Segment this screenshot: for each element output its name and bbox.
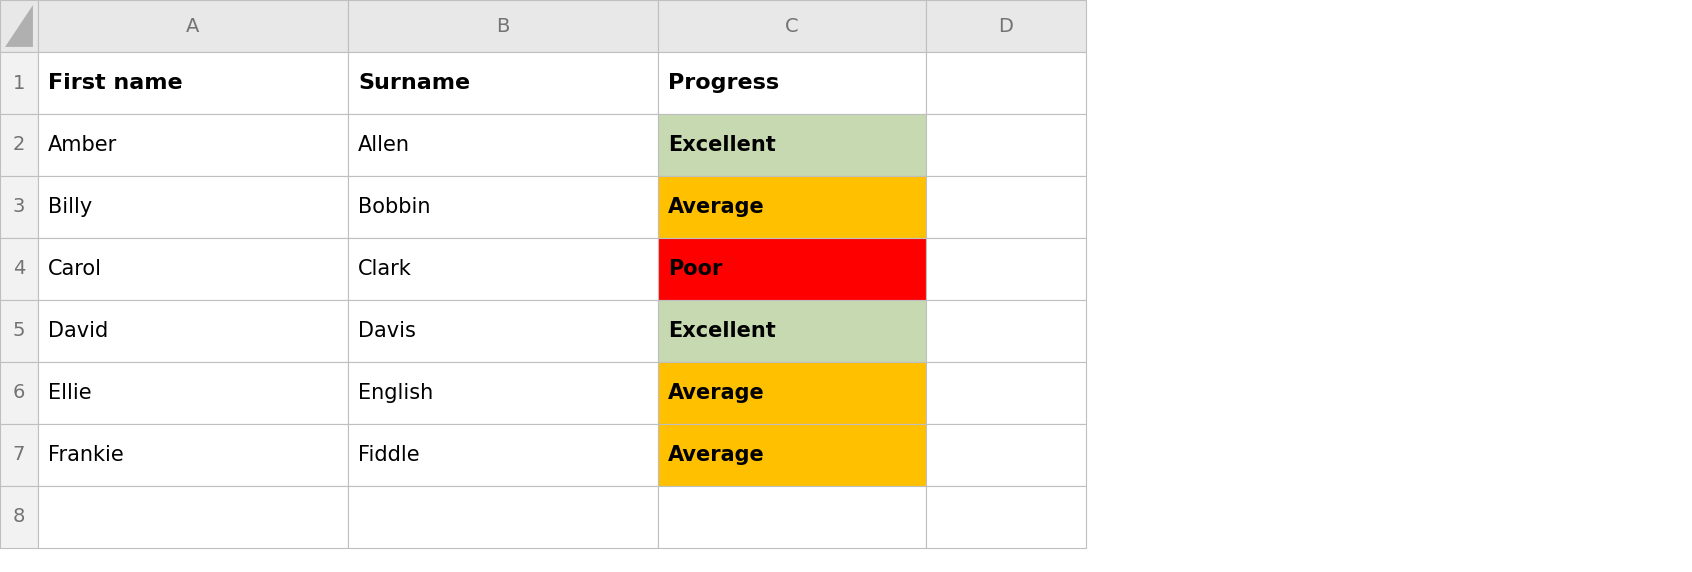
Bar bbox=[658, 362, 926, 424]
Bar bbox=[926, 114, 1086, 176]
Bar bbox=[926, 362, 1086, 424]
Bar bbox=[926, 486, 1086, 548]
Text: Poor: Poor bbox=[668, 259, 722, 279]
Bar bbox=[658, 176, 926, 238]
Bar bbox=[0, 300, 37, 362]
Text: Bobbin: Bobbin bbox=[359, 197, 430, 217]
Bar bbox=[658, 52, 926, 114]
Bar bbox=[0, 176, 37, 238]
Bar bbox=[658, 238, 926, 300]
Bar bbox=[37, 486, 349, 548]
Text: 2: 2 bbox=[14, 136, 25, 154]
Bar bbox=[926, 176, 1086, 238]
Text: Surname: Surname bbox=[359, 73, 470, 93]
Text: Average: Average bbox=[668, 383, 765, 403]
Text: C: C bbox=[785, 17, 799, 35]
Bar bbox=[349, 238, 658, 300]
Bar bbox=[0, 486, 37, 548]
Bar bbox=[349, 424, 658, 486]
Bar bbox=[0, 238, 37, 300]
Text: Clark: Clark bbox=[359, 259, 411, 279]
Bar bbox=[349, 0, 658, 52]
Text: Billy: Billy bbox=[47, 197, 93, 217]
Bar bbox=[658, 300, 926, 362]
Text: Fiddle: Fiddle bbox=[359, 445, 420, 465]
Bar bbox=[658, 486, 926, 548]
Bar bbox=[0, 362, 37, 424]
Text: D: D bbox=[998, 17, 1014, 35]
Bar bbox=[926, 300, 1086, 362]
Bar bbox=[0, 114, 37, 176]
Bar bbox=[0, 0, 37, 52]
Bar bbox=[349, 300, 658, 362]
Bar bbox=[926, 238, 1086, 300]
Text: First name: First name bbox=[47, 73, 183, 93]
Bar bbox=[926, 52, 1086, 114]
Text: Average: Average bbox=[668, 445, 765, 465]
Bar bbox=[349, 52, 658, 114]
Text: 1: 1 bbox=[14, 73, 25, 93]
Bar bbox=[349, 362, 658, 424]
Text: A: A bbox=[186, 17, 200, 35]
Text: Average: Average bbox=[668, 197, 765, 217]
Text: David: David bbox=[47, 321, 108, 341]
Text: Davis: Davis bbox=[359, 321, 416, 341]
Text: Carol: Carol bbox=[47, 259, 102, 279]
Bar bbox=[0, 52, 37, 114]
Bar bbox=[926, 0, 1086, 52]
Text: B: B bbox=[496, 17, 509, 35]
Bar bbox=[349, 114, 658, 176]
Text: 4: 4 bbox=[14, 260, 25, 279]
Text: Ellie: Ellie bbox=[47, 383, 91, 403]
Polygon shape bbox=[5, 5, 32, 47]
Bar bbox=[37, 300, 349, 362]
Bar bbox=[37, 238, 349, 300]
Text: Excellent: Excellent bbox=[668, 321, 775, 341]
Bar bbox=[37, 424, 349, 486]
Bar bbox=[0, 424, 37, 486]
Text: 3: 3 bbox=[14, 197, 25, 216]
Text: Amber: Amber bbox=[47, 135, 117, 155]
Bar bbox=[349, 176, 658, 238]
Bar bbox=[37, 362, 349, 424]
Text: Excellent: Excellent bbox=[668, 135, 775, 155]
Bar bbox=[37, 0, 349, 52]
Text: 6: 6 bbox=[14, 383, 25, 403]
Text: 8: 8 bbox=[14, 507, 25, 526]
Text: English: English bbox=[359, 383, 433, 403]
Text: 5: 5 bbox=[14, 321, 25, 340]
Bar bbox=[37, 52, 349, 114]
Bar bbox=[37, 114, 349, 176]
Bar bbox=[349, 486, 658, 548]
Text: 7: 7 bbox=[14, 446, 25, 464]
Text: Allen: Allen bbox=[359, 135, 409, 155]
Bar bbox=[926, 424, 1086, 486]
Bar bbox=[658, 0, 926, 52]
Text: Frankie: Frankie bbox=[47, 445, 124, 465]
Bar bbox=[37, 176, 349, 238]
Bar bbox=[658, 114, 926, 176]
Text: Progress: Progress bbox=[668, 73, 778, 93]
Bar bbox=[658, 424, 926, 486]
